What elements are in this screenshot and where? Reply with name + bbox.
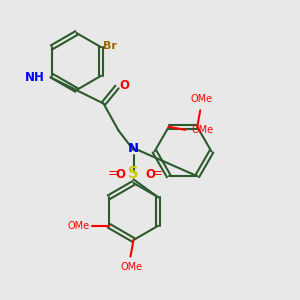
Text: =: = xyxy=(107,167,118,180)
Text: O: O xyxy=(119,79,129,92)
Text: OMe: OMe xyxy=(121,262,143,272)
Text: O: O xyxy=(145,167,155,181)
Text: N: N xyxy=(128,142,139,155)
Text: OMe: OMe xyxy=(67,221,89,231)
Text: O: O xyxy=(115,167,125,181)
Text: OMe: OMe xyxy=(190,94,212,104)
Text: Br: Br xyxy=(103,41,117,51)
Text: NH: NH xyxy=(24,71,44,84)
Text: =: = xyxy=(152,167,163,180)
Text: S: S xyxy=(128,167,139,182)
Text: OMe: OMe xyxy=(191,125,213,135)
